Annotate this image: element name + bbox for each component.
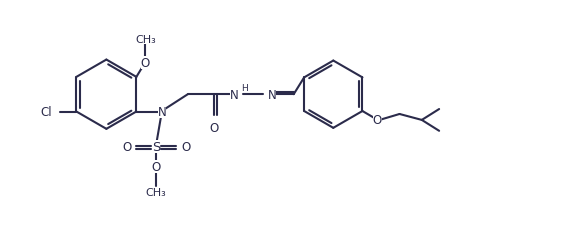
Text: O: O — [373, 114, 382, 127]
Text: H: H — [241, 83, 248, 92]
Text: O: O — [209, 121, 218, 134]
Text: N: N — [229, 88, 238, 101]
Text: CH₃: CH₃ — [146, 187, 167, 197]
Text: O: O — [151, 161, 161, 174]
Text: O: O — [181, 140, 190, 153]
Text: O: O — [122, 140, 131, 153]
Text: N: N — [158, 106, 167, 119]
Text: CH₃: CH₃ — [135, 35, 156, 45]
Text: S: S — [152, 140, 160, 153]
Text: N: N — [267, 88, 276, 101]
Text: O: O — [141, 56, 150, 69]
Text: Cl: Cl — [40, 106, 52, 119]
